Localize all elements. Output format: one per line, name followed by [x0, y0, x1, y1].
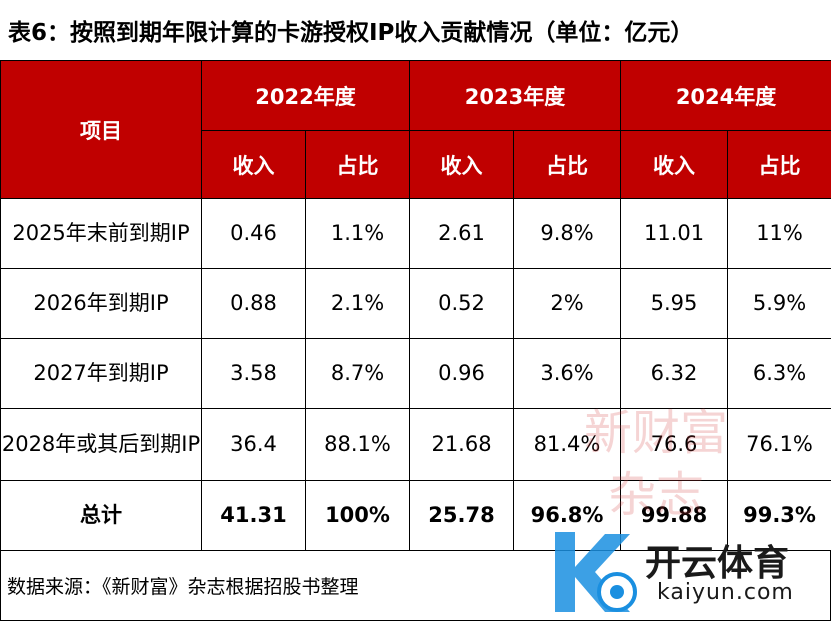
cell: 100% [304, 480, 411, 551]
cell: 96.8% [513, 480, 622, 551]
cell: 99.3% [727, 480, 831, 551]
table-title: 表6：按照到期年限计算的卡游授权IP收入贡献情况（单位：亿元） [8, 20, 694, 46]
cell: 88.1% [304, 408, 411, 481]
cell: 0.88 [201, 268, 306, 339]
cell: 6.3% [727, 338, 831, 409]
cell: 8.7% [304, 338, 411, 409]
header-year-2023: 2023年度 [409, 60, 622, 131]
cell: 2.1% [304, 268, 411, 339]
cell: 5.9% [727, 268, 831, 339]
cell: 76.6 [620, 408, 729, 481]
cell: 76.1% [727, 408, 831, 481]
row-label: 2027年到期IP [0, 338, 202, 409]
source-note: 数据来源：《新财富》杂志根据招股书整理 [0, 550, 831, 621]
cell: 0.46 [201, 198, 306, 269]
row-label: 2025年末前到期IP [0, 198, 202, 269]
header-income: 收入 [201, 130, 306, 199]
table-row: 2026年到期IP 0.88 2.1% 0.52 2% 5.95 5.9% [0, 268, 831, 339]
header-share: 占比 [727, 130, 831, 199]
cell: 11% [727, 198, 831, 269]
cell: 6.32 [620, 338, 729, 409]
cell: 25.78 [409, 480, 515, 551]
cell: 2.61 [409, 198, 515, 269]
header-income: 收入 [620, 130, 729, 199]
header-income: 收入 [409, 130, 515, 199]
cell: 3.58 [201, 338, 306, 409]
cell: 0.96 [409, 338, 515, 409]
cell: 99.88 [620, 480, 729, 551]
cell: 5.95 [620, 268, 729, 339]
row-label: 2028年或其后到期IP [0, 408, 202, 481]
table-row: 2025年末前到期IP 0.46 1.1% 2.61 9.8% 11.01 11… [0, 198, 831, 269]
cell: 0.52 [409, 268, 515, 339]
cell: 21.68 [409, 408, 515, 481]
revenue-table: 项目 2022年度 2023年度 2024年度 收入 占比 收入 占比 收入 占… [0, 60, 831, 551]
header-year-2022: 2022年度 [200, 60, 411, 131]
cell: 2% [513, 268, 622, 339]
cell: 3.6% [513, 338, 622, 409]
total-row: 总计 41.31 100% 25.78 96.8% 99.88 99.3% [0, 480, 831, 551]
header-share: 占比 [304, 130, 411, 199]
cell: 11.01 [620, 198, 729, 269]
cell: 81.4% [513, 408, 622, 481]
table-row: 2027年到期IP 3.58 8.7% 0.96 3.6% 6.32 6.3% [0, 338, 831, 409]
header-share: 占比 [513, 130, 622, 199]
header-item: 项目 [0, 60, 202, 199]
cell: 41.31 [201, 480, 306, 551]
total-label: 总计 [0, 480, 202, 551]
cell: 9.8% [513, 198, 622, 269]
cell: 36.4 [201, 408, 306, 481]
cell: 1.1% [304, 198, 411, 269]
header-year-2024: 2024年度 [620, 60, 831, 131]
table-row: 2028年或其后到期IP 36.4 88.1% 21.68 81.4% 76.6… [0, 408, 831, 481]
row-label: 2026年到期IP [0, 268, 202, 339]
